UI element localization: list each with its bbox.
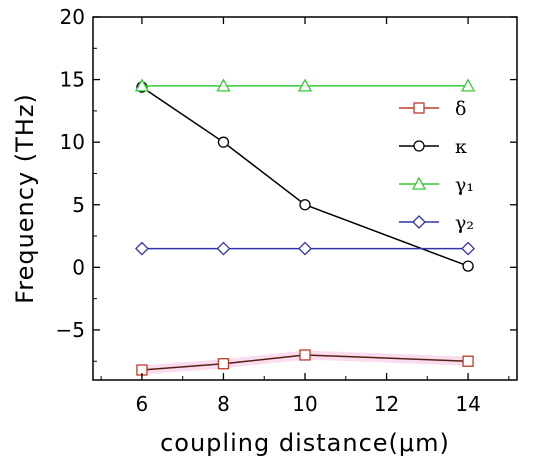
legend-marker (413, 140, 425, 152)
data-point (135, 241, 149, 256)
data-point (216, 78, 231, 92)
series-line (141, 86, 469, 267)
data-point (217, 136, 230, 148)
series-0 (136, 349, 474, 376)
x-tick-label: 6 (136, 392, 149, 416)
plot-frame (92, 16, 518, 381)
data-point (298, 241, 312, 256)
data-point (299, 349, 311, 361)
data-point (460, 78, 476, 92)
x-tick-label: 10 (292, 392, 317, 416)
y-tick-label: 10 (60, 130, 85, 154)
data-point (299, 199, 311, 211)
legend-label: κ (455, 136, 467, 158)
x-axis-title: coupling distance(μm) (160, 429, 450, 457)
y-tick-label: −5 (56, 318, 85, 342)
axes: 6 8 10 12 14 −5 0 5 10 15 20 (56, 5, 518, 416)
series-3 (135, 241, 475, 256)
data-point (462, 260, 474, 272)
y-tick-label: 20 (60, 5, 85, 29)
legend-marker (411, 176, 427, 190)
y-tick-label: 15 (60, 68, 85, 92)
legend: δκ γ₁ γ₂ (399, 98, 474, 234)
y-tick-label: 5 (72, 193, 85, 217)
x-tick-label: 12 (374, 392, 399, 416)
legend-entry: δ (399, 98, 466, 120)
series-line (141, 354, 469, 371)
x-tick-label: 14 (455, 392, 480, 416)
data-point (461, 241, 475, 256)
legend-marker (412, 215, 426, 229)
legend-label: γ₂ (455, 212, 474, 234)
data-point (462, 355, 474, 367)
legend-entry: κ (399, 136, 467, 158)
legend-label: γ₁ (455, 174, 474, 196)
y-axis-title: Frequency (THz) (11, 93, 39, 304)
legend-entry: γ₁ (399, 174, 474, 196)
legend-entry: γ₂ (399, 212, 474, 234)
legend-label: δ (455, 98, 466, 120)
data-point (134, 78, 150, 92)
y-tick-label: 0 (72, 255, 85, 279)
plot-area (134, 78, 476, 376)
data-point (217, 358, 230, 370)
data-point (216, 241, 231, 256)
x-tick-label: 8 (217, 392, 230, 416)
data-point (297, 78, 313, 92)
legend-marker (413, 102, 425, 114)
series-2 (134, 78, 476, 92)
